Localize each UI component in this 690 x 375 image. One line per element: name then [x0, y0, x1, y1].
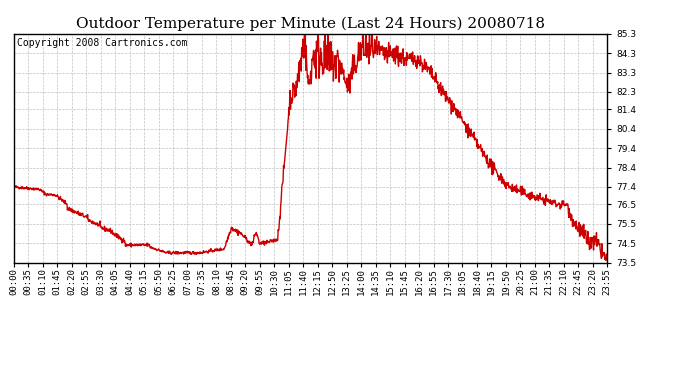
- Text: Copyright 2008 Cartronics.com: Copyright 2008 Cartronics.com: [17, 38, 187, 48]
- Title: Outdoor Temperature per Minute (Last 24 Hours) 20080718: Outdoor Temperature per Minute (Last 24 …: [76, 17, 545, 31]
